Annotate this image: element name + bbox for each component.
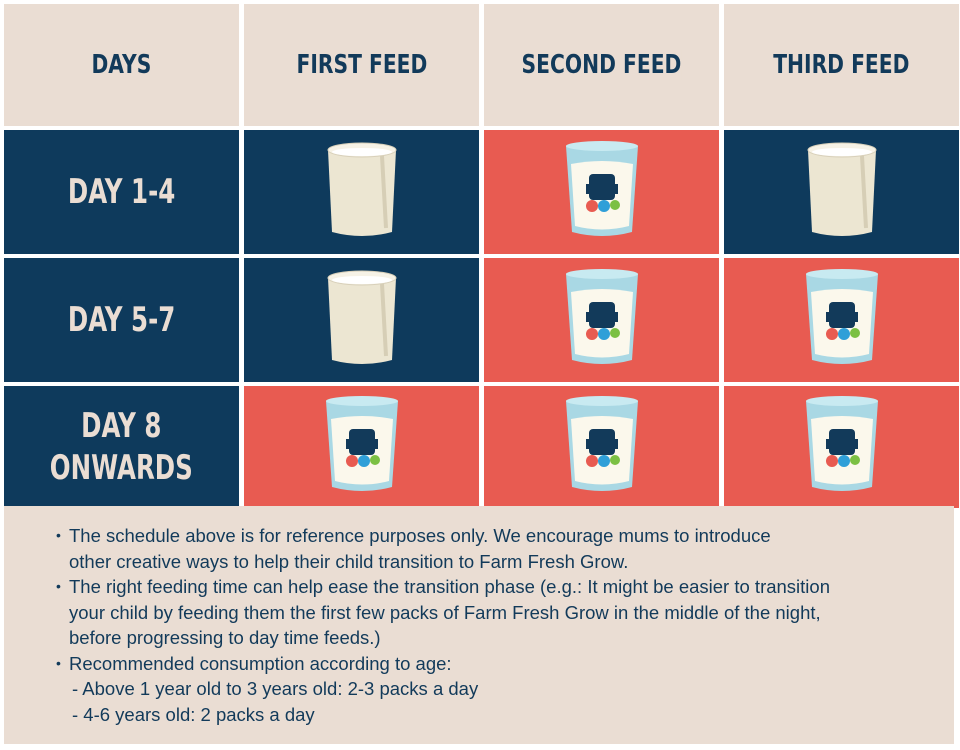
day-label: DAY 5-7 [67,300,176,340]
feed-cell-farm-fresh-grow [484,130,719,254]
farm-fresh-grow-glass-icon [562,395,642,500]
header-label: SECOND FEED [521,50,682,80]
feed-cell-farm-fresh-grow [724,258,959,382]
farm-fresh-grow-glass-icon [562,268,642,373]
feed-cell-farm-fresh-grow [724,386,959,508]
feed-cell-farm-fresh-grow [484,258,719,382]
farm-fresh-grow-glass-icon [802,395,882,500]
header-first-feed: FIRST FEED [244,4,479,126]
note-item: The right feeding time can help ease the… [56,574,954,651]
farm-fresh-grow-glass-icon [322,395,402,500]
plain-milk-glass-icon [322,140,402,245]
day-cell: DAY 1-4 [4,130,239,254]
note-line: The right feeding time can help ease the… [69,576,830,597]
note-sub-line: - Above 1 year old to 3 years old: 2-3 p… [72,678,479,699]
note-line: your child by feeding them the first few… [69,601,821,623]
note-sub-line: - 4-6 years old: 2 packs a day [72,703,315,725]
feeding-schedule-table: DAYS FIRST FEED SECOND FEED THIRD FEED D… [4,4,959,508]
note-line: other creative ways to help their child … [69,550,629,572]
day-cell: DAY 5-7 [4,258,239,382]
plain-milk-glass-icon [322,268,402,373]
header-label: DAYS [91,50,152,80]
plain-milk-glass-icon [802,140,882,245]
note-line: The schedule above is for reference purp… [69,525,771,546]
feed-cell-plain-milk [244,130,479,254]
notes-panel: The schedule above is for reference purp… [4,506,954,744]
header-second-feed: SECOND FEED [484,4,719,126]
header-third-feed: THIRD FEED [724,4,959,126]
feed-cell-plain-milk [244,258,479,382]
farm-fresh-grow-glass-icon [802,268,882,373]
feed-cell-plain-milk [724,130,959,254]
feed-cell-farm-fresh-grow [244,386,479,508]
day-label: DAY 8 ONWARDS [50,406,193,488]
feed-cell-farm-fresh-grow [484,386,719,508]
header-label: THIRD FEED [773,50,910,80]
note-line: before progressing to day time feeds.) [69,627,381,648]
note-item: The schedule above is for reference purp… [56,523,954,574]
note-line: Recommended consumption according to age… [69,652,452,674]
header-label: FIRST FEED [296,50,427,80]
day-label: DAY 1-4 [67,172,176,212]
header-days: DAYS [4,4,239,126]
note-item: Recommended consumption according to age… [56,651,954,728]
day-cell: DAY 8 ONWARDS [4,386,239,508]
farm-fresh-grow-glass-icon [562,140,642,245]
